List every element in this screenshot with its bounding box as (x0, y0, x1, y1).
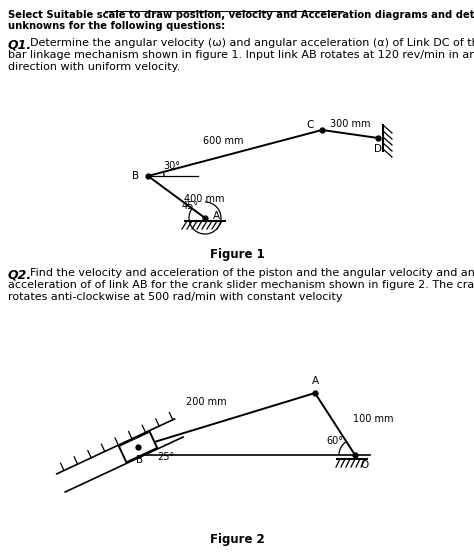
Text: 200 mm: 200 mm (186, 397, 227, 407)
Text: direction with uniform velocity.: direction with uniform velocity. (8, 62, 180, 72)
Text: C: C (306, 120, 314, 130)
Text: Q2.: Q2. (8, 268, 32, 281)
Text: 45°: 45° (182, 201, 199, 211)
Polygon shape (119, 432, 157, 463)
Text: D: D (374, 144, 382, 154)
Text: A: A (311, 376, 319, 386)
Text: O: O (361, 460, 369, 470)
Text: 400 mm: 400 mm (184, 194, 225, 204)
Text: B: B (132, 171, 139, 181)
Text: 100 mm: 100 mm (353, 414, 393, 424)
Text: 30°: 30° (164, 161, 181, 171)
Text: B: B (137, 455, 144, 465)
Text: Figure 2: Figure 2 (210, 533, 264, 546)
Text: Find the velocity and acceleration of the piston and the angular velocity and an: Find the velocity and acceleration of th… (30, 268, 474, 278)
Text: Determine the angular velocity (ω) and angular acceleration (α) of Link DC of th: Determine the angular velocity (ω) and a… (30, 38, 474, 48)
Text: 300 mm: 300 mm (330, 119, 370, 129)
Text: unknowns for the following questions:: unknowns for the following questions: (8, 21, 225, 31)
Text: Figure 1: Figure 1 (210, 248, 264, 261)
Text: 600 mm: 600 mm (203, 136, 243, 146)
Text: Q1.: Q1. (8, 38, 32, 51)
Text: A: A (212, 211, 219, 221)
Text: acceleration of of link AB for the crank slider mechanism shown in figure 2. The: acceleration of of link AB for the crank… (8, 280, 474, 290)
Text: 25°: 25° (157, 452, 174, 462)
Text: bar linkage mechanism shown in figure 1. Input link AB rotates at 120 rev/min in: bar linkage mechanism shown in figure 1.… (8, 50, 474, 60)
Text: Select Suitable scale to draw position, velocity and Acceleration diagrams and d: Select Suitable scale to draw position, … (8, 10, 474, 20)
Text: 60°: 60° (327, 436, 344, 446)
Text: rotates anti-clockwise at 500 rad/min with constant velocity: rotates anti-clockwise at 500 rad/min wi… (8, 292, 343, 302)
